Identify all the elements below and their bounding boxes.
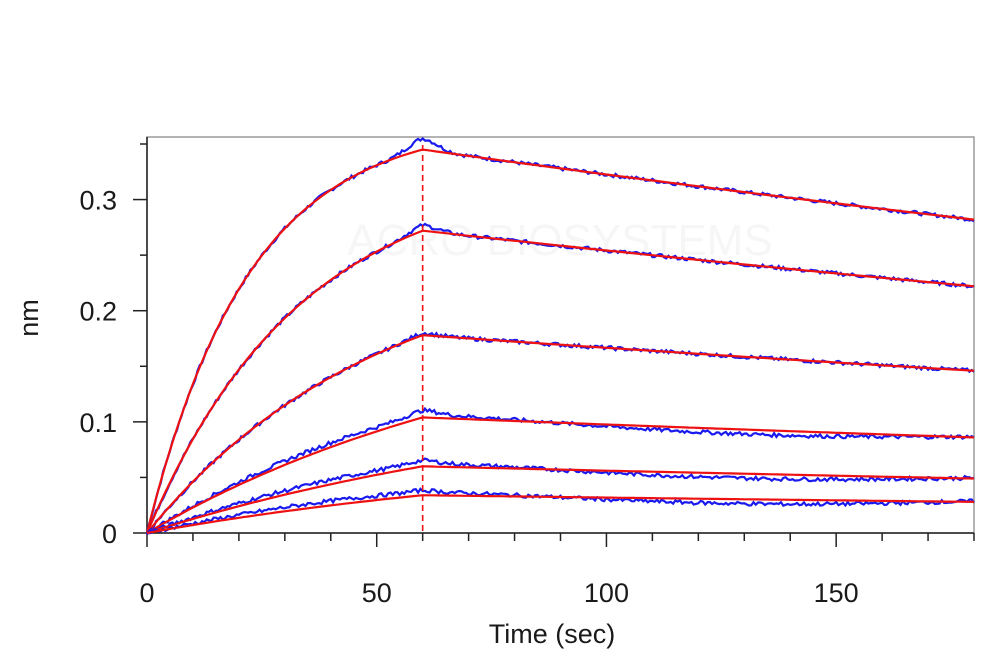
measured-curve-1 [145, 137, 975, 534]
tick-labels: 0 0.1 0.2 0.3 0 50 100 150 [79, 186, 858, 608]
measured-curve-2 [145, 222, 975, 535]
watermark: ACRO BIOSYSTEMS [347, 216, 772, 265]
y-tick-label: 0.1 [79, 408, 117, 438]
y-tick-label: 0.3 [79, 186, 117, 216]
fit-curve-1 [145, 148, 975, 534]
fit-curve-5 [146, 465, 975, 535]
x-tick-label: 100 [584, 578, 629, 608]
fit-curve-2 [145, 229, 975, 534]
watermark-text: ACRO BIOSYSTEMS [347, 216, 772, 265]
y-tick-label: 0.2 [79, 297, 117, 327]
fit-curve-4 [146, 416, 975, 534]
y-axis-title: nm [14, 299, 44, 337]
measured-curve-6 [146, 487, 975, 535]
x-tick-label: 0 [139, 578, 154, 608]
fit-curve-6 [146, 494, 975, 535]
fit-curve-3 [146, 334, 975, 534]
x-tick-label: 50 [362, 578, 392, 608]
plot-frame [146, 136, 975, 534]
x-tick-label: 150 [814, 578, 859, 608]
y-tick-label: 0 [102, 519, 117, 549]
axes [133, 137, 975, 547]
series-layer [145, 137, 975, 536]
x-axis-title: Time (sec) [489, 619, 616, 649]
